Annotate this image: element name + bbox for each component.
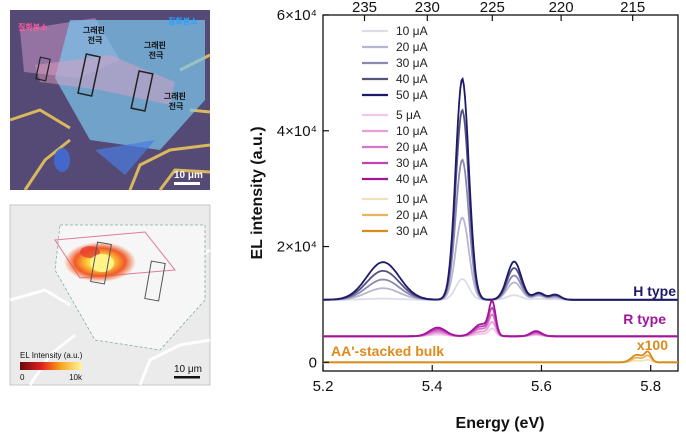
series-line-10 [323,299,678,338]
legend-label: 10 μA [396,24,428,38]
label-graphene-3: 그래핀 전극 [164,91,188,111]
legend-label: 30 μA [396,224,428,238]
series-layer [322,76,678,364]
scale-bar-label-top: 10 μm [174,170,203,181]
el-spectrum-chart: 5.2 5.4 5.6 5.8 0 2×10⁴ 4×10⁴ 6×10⁴ 235 230 225 220… [249,0,679,432]
colorbar-title: EL Intensity (a.u.) [20,351,83,360]
top-tick-label: 215 [620,0,645,16]
x-tick-label: 5.2 [313,378,334,395]
y-tick-label: 4×10⁴ [277,123,317,140]
plot-frame [322,14,679,372]
legend-label: 50 μA [396,88,428,102]
top-tick-label: 235 [352,0,377,16]
series-line-5 [322,76,678,301]
legend-label: 10 μA [396,124,428,138]
el-intensity-map: EL Intensity (a.u.) 0 10k 10 μm [9,204,211,386]
annotation-bulk: AA'-stacked bulk [331,343,444,359]
y-tick-label: 2×10⁴ [277,239,317,256]
hbn-flake-right [55,20,205,150]
top-tick-label: 220 [549,0,574,16]
optical-micrograph: 질화붕소 질화붕소 그래핀 전극 그래핀 전극 그래핀 전극 10 μm [9,10,211,191]
x-tick-label: 5.6 [531,378,552,395]
scale-bar-bottom [174,376,200,379]
label-hbn-right: 질화붕소 [168,16,198,26]
legend-label: 10 μA [396,192,428,206]
graphene-electrode-1 [77,53,101,97]
legend-label: 20 μA [396,40,428,54]
colorbar-min: 0 [20,373,25,382]
annotation-multiplier: x100 [637,337,668,353]
legend-label: 30 μA [396,156,428,170]
legend-label: 20 μA [396,140,428,154]
top-tick-label: 230 [415,0,440,16]
y-axis-label: EL intensity (a.u.) [249,126,266,259]
series-line-13 [323,350,678,364]
y-tick-label: 6×10⁴ [277,7,317,24]
colorbar-max: 10k [69,373,83,382]
legend-label: 40 μA [396,172,428,186]
label-graphene-2: 그래핀 전극 [144,40,168,60]
legend-label: 5 μA [396,108,421,122]
axes-layer: 5.2 5.4 5.6 5.8 0 2×10⁴ 4×10⁴ 6×10⁴ 235 230 225 220… [277,0,661,395]
legend-label: 20 μA [396,208,428,222]
graphene-strip [35,55,175,105]
legend-label: 30 μA [396,56,428,70]
colorbar [20,362,82,370]
label-graphene-1: 그래핀 전극 [83,25,107,45]
annotation-h-type: H type [633,283,676,299]
y-tick-label: 0 [309,354,317,371]
x-axis-label: Energy (eV) [456,415,545,432]
legend: 10 μA 20 μA 30 μA 40 μA 50 μA 5 μA 10 μA 20 μA 3… [362,24,428,238]
graphene-electrode-2 [130,70,154,112]
label-hbn-left: 질화붕소 [18,22,48,32]
x-tick-label: 5.8 [640,378,661,395]
scale-bar-top [174,182,200,185]
scale-bar-label-bottom: 10 μm [174,364,202,375]
annotation-r-type: R type [623,311,666,327]
legend-label: 40 μA [396,72,428,86]
x-tick-label: 5.4 [422,378,443,395]
top-tick-label: 225 [480,0,505,16]
